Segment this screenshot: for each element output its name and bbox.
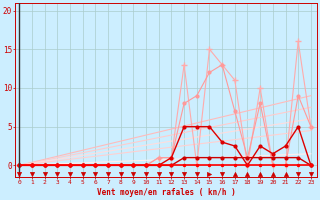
- X-axis label: Vent moyen/en rafales ( kn/h ): Vent moyen/en rafales ( kn/h ): [97, 188, 236, 197]
